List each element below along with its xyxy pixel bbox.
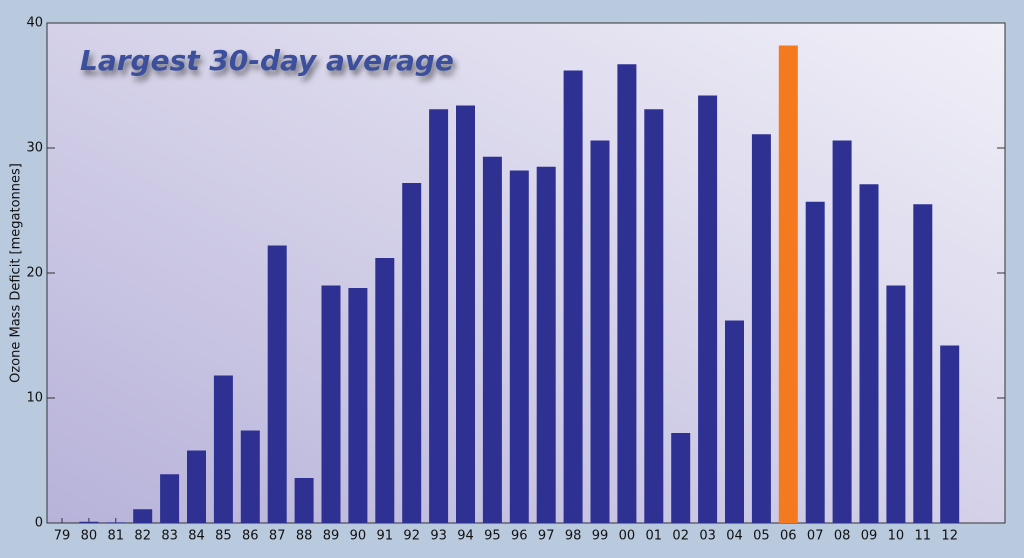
- x-tick-label: 97: [538, 529, 555, 544]
- x-tick-label: 96: [511, 529, 528, 544]
- x-tick-label: 06: [780, 529, 797, 544]
- x-tick-label: 86: [242, 529, 259, 544]
- bar: [509, 170, 529, 523]
- bar: [886, 285, 906, 523]
- x-tick-label: 12: [941, 529, 958, 544]
- x-tick-label: 11: [915, 529, 932, 544]
- bar: [913, 204, 933, 523]
- y-tick-label: 0: [35, 516, 43, 531]
- x-tick-label: 79: [54, 529, 71, 544]
- bar: [106, 522, 126, 523]
- bar: [536, 166, 556, 523]
- bar: [698, 95, 718, 523]
- x-tick-label: 92: [403, 529, 420, 544]
- chart-title: Largest 30-day average: [80, 44, 454, 77]
- bar: [805, 201, 825, 523]
- bar: [671, 433, 691, 523]
- bar: [133, 509, 153, 523]
- bar: [375, 258, 395, 523]
- x-tick-label: 10: [888, 529, 905, 544]
- x-tick-label: 85: [215, 529, 232, 544]
- bar: [160, 474, 180, 523]
- x-tick-label: 09: [861, 529, 878, 544]
- bar: [294, 478, 314, 523]
- bar: [402, 183, 422, 523]
- bar: [859, 184, 879, 523]
- x-tick-label: 93: [430, 529, 447, 544]
- bar: [79, 521, 99, 523]
- y-tick-label: 30: [26, 141, 43, 156]
- bar: [321, 285, 341, 523]
- x-tick-label: 83: [161, 529, 178, 544]
- x-tick-label: 02: [672, 529, 689, 544]
- bar: [267, 245, 287, 523]
- x-tick-label: 98: [565, 529, 582, 544]
- x-tick-label: 07: [807, 529, 824, 544]
- x-tick-label: 99: [592, 529, 609, 544]
- bar: [240, 430, 260, 523]
- bar: [482, 156, 502, 523]
- y-tick-label: 20: [26, 266, 43, 281]
- bar: [617, 64, 637, 523]
- x-tick-label: 90: [350, 529, 367, 544]
- bar: [213, 375, 233, 523]
- x-tick-label: 87: [269, 529, 286, 544]
- x-tick-label: 95: [484, 529, 501, 544]
- x-tick-label: 91: [377, 529, 394, 544]
- bar: [429, 109, 449, 523]
- bar: [348, 288, 368, 523]
- x-tick-label: 84: [188, 529, 205, 544]
- bar: [187, 450, 206, 523]
- bar: [644, 109, 664, 523]
- x-tick-label: 08: [834, 529, 851, 544]
- x-tick-label: 01: [646, 529, 663, 544]
- x-tick-label: 89: [323, 529, 340, 544]
- y-tick-label: 40: [26, 16, 43, 31]
- x-tick-label: 94: [457, 529, 474, 544]
- x-tick-label: 88: [296, 529, 313, 544]
- bar: [456, 105, 475, 523]
- bar: [778, 45, 798, 523]
- x-tick-label: 00: [619, 529, 636, 544]
- x-tick-label: 80: [81, 529, 98, 544]
- bar: [751, 134, 771, 523]
- x-tick-label: 05: [753, 529, 770, 544]
- bar: [725, 320, 744, 523]
- x-tick-label: 04: [726, 529, 743, 544]
- x-tick-label: 03: [699, 529, 716, 544]
- bar: [590, 140, 610, 523]
- bar: [832, 140, 852, 523]
- bar: [563, 70, 583, 523]
- bar: [940, 345, 960, 523]
- y-tick-label: 10: [26, 391, 43, 406]
- x-tick-label: 81: [108, 529, 125, 544]
- x-tick-label: 82: [134, 529, 151, 544]
- y-axis-label: Ozone Mass Deficit [megatonnes]: [9, 163, 24, 383]
